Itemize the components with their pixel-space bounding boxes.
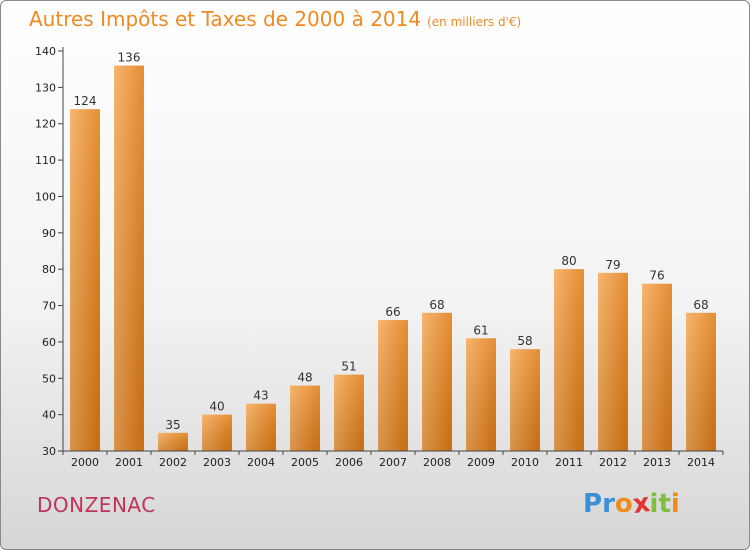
data-label: 76 [649,269,664,283]
x-tick-label: 2011 [555,456,583,469]
data-label: 35 [165,418,180,432]
x-tick-label: 2008 [423,456,451,469]
bar-shade [290,385,320,451]
data-label: 68 [693,298,708,312]
data-label: 51 [341,360,356,374]
bar-shade [466,338,496,451]
logo-letter: i [670,489,680,519]
chart-title: Autres Impôts et Taxes de 2000 à 2014 (en… [29,7,521,31]
data-label: 124 [74,94,97,108]
y-tick-label: 140 [35,45,56,58]
logo-letter: t [658,489,671,519]
bar-shade [422,312,452,451]
x-tick-label: 2009 [467,456,495,469]
data-label: 80 [561,254,576,268]
chart-title-text: Autres Impôts et Taxes de 2000 à 2014 [29,7,422,31]
x-tick-label: 2000 [71,456,99,469]
bar-shade [202,414,232,451]
x-tick-label: 2005 [291,456,319,469]
y-tick-label: 110 [35,154,56,167]
data-label: 43 [253,389,268,403]
bar-shade [510,349,540,451]
bars-group: 124 136 35 40 43 48 51 66 68 61 58 80 79 76 68 [70,51,716,451]
y-tick-label: 30 [42,445,56,458]
bar-shade [686,312,716,451]
data-label: 58 [517,334,532,348]
x-tick-label: 2006 [335,456,363,469]
chart-unit: (en milliers d'€) [427,15,522,29]
data-label: 79 [605,258,620,272]
bar-shade [70,109,100,451]
place-name: DONZENAC [37,493,156,517]
y-tick-label: 120 [35,118,56,131]
y-tick-label: 40 [42,409,56,422]
x-tick-label: 2003 [203,456,231,469]
bar-shade [554,269,584,451]
data-label: 136 [118,51,141,65]
data-label: 40 [209,400,224,414]
bar-shade [158,432,188,451]
y-tick-label: 50 [42,372,56,385]
x-tick-label: 2012 [599,456,627,469]
bar-shade [246,403,276,451]
logo-letter: r [602,489,615,519]
x-tick-label: 2002 [159,456,187,469]
data-label: 48 [297,371,312,385]
bar-shade [114,65,144,451]
bar-shade [642,283,672,451]
y-tick-label: 90 [42,227,56,240]
y-tick-label: 100 [35,190,56,203]
bar-shade [334,374,364,451]
x-tick-label: 2007 [379,456,407,469]
proxiti-logo: Proxiti [583,487,680,521]
logo-letter: P [583,489,603,519]
x-tick-label: 2014 [687,456,715,469]
bar-shade [598,272,628,451]
logo-letter: o [614,489,633,519]
x-tick-label: 2004 [247,456,275,469]
data-label: 61 [473,323,488,337]
data-label: 66 [385,305,400,319]
logo-letter: i [649,489,659,519]
y-tick-label: 60 [42,336,56,349]
bar-shade [378,320,408,451]
y-tick-label: 130 [35,81,56,94]
x-tick-label: 2013 [643,456,671,469]
data-label: 68 [429,298,444,312]
y-tick-label: 80 [42,263,56,276]
axes-group: 2000 2001 2002 2003 2004 2005 2006 2007 2008 2009… [35,45,724,469]
y-tick-label: 70 [42,300,56,313]
x-tick-label: 2010 [511,456,539,469]
logo-letter: x [630,487,652,521]
x-tick-label: 2001 [115,456,143,469]
